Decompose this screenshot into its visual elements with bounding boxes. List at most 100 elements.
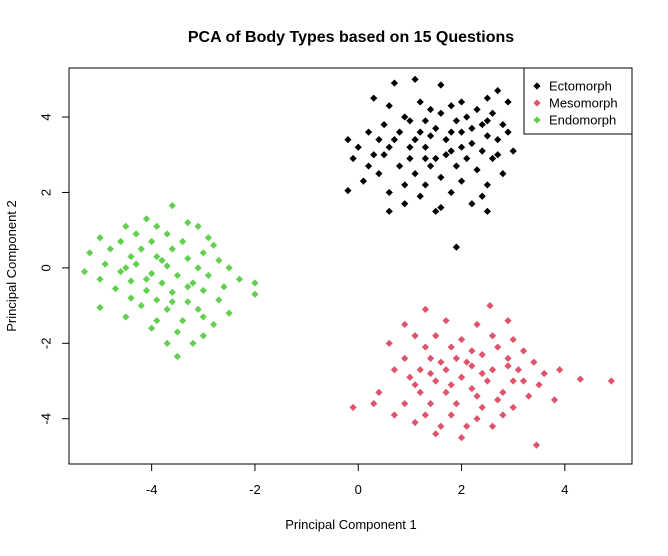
ectomorph-point [426,132,435,140]
endomorph-point [210,241,218,249]
mesomorph-point [411,381,419,389]
mesomorph-point [426,354,435,362]
mesomorph-point [509,403,517,412]
ectomorph-point [411,170,419,178]
ectomorph-point [385,188,393,197]
ectomorph-point [463,154,471,163]
endomorph-point [168,288,176,296]
endomorph-point [122,313,130,321]
mesomorph-point [426,369,435,378]
mesomorph-point [421,411,429,419]
ectomorph-point [447,128,455,136]
ectomorph-point [364,128,373,136]
ectomorph-point [452,243,460,251]
mesomorph-point [411,418,419,427]
mesomorph-point [530,358,538,366]
endomorph-point [194,264,202,272]
mesomorph-point [488,332,497,340]
ectomorph-point [416,128,424,136]
ectomorph-point [370,151,378,159]
ectomorph-point [401,200,409,208]
endomorph-point [199,286,207,295]
ectomorph-point [468,124,476,132]
mesomorph-point [576,375,584,383]
endomorph-point [137,245,145,253]
ectomorph-point [406,117,414,125]
chart-title: PCA of Body Types based on 15 Questions [188,29,514,46]
mesomorph-point [411,332,419,340]
legend-label-ectomorph: Ectomorph [549,79,612,94]
mesomorph-point [416,366,424,374]
endomorph-point [235,275,244,283]
mesomorph-point [452,354,460,362]
ectomorph-point [364,162,373,170]
x-axis-label: Principal Component 1 [285,517,417,532]
mesomorph-point [432,332,440,340]
ectomorph-point [437,173,445,181]
ectomorph-point [390,136,399,144]
y-tick-label: -2 [38,338,53,350]
mesomorph-point [494,396,502,404]
endomorph-point [153,252,161,261]
ectomorph-point [421,117,429,125]
mesomorph-point [401,354,409,362]
endomorph-point [173,328,182,336]
y-axis-label: Principal Component 2 [4,200,19,332]
endomorph-point [111,285,120,293]
mesomorph-point [416,388,424,396]
endomorph-point [96,275,104,283]
ectomorph-point [411,75,419,83]
mesomorph-point [525,392,533,400]
endomorph-point [184,298,192,306]
ectomorph-point [395,128,404,136]
ectomorph-point [483,207,491,215]
mesomorph-point [457,373,466,381]
endomorph-point [179,317,187,325]
ectomorph-point [494,151,502,159]
mesomorph-point [540,369,548,378]
mesomorph-point [442,388,450,396]
endomorph-point [189,279,197,287]
mesomorph-point [390,366,399,374]
mesomorph-point [442,317,450,325]
mesomorph-point [504,362,512,370]
endomorph-point [122,264,130,272]
endomorph-point [199,313,207,321]
ectomorph-point [457,177,466,185]
endomorph-point [251,290,259,298]
endomorph-point [142,215,151,223]
mesomorph-point [390,411,399,419]
mesomorph-point [556,366,564,374]
ectomorph-point [483,117,491,125]
ectomorph-point [504,128,512,136]
mesomorph-point [457,335,466,344]
ectomorph-point [411,136,419,144]
mesomorph-point [509,377,517,385]
mesomorph-point [499,411,507,419]
legend-label-mesomorph: Mesomorph [549,96,618,111]
mesomorph-point [473,392,481,400]
mesomorph-point [473,415,481,423]
ectomorph-point [473,166,481,174]
ectomorph-point [432,124,440,132]
endomorph-point [158,279,166,287]
mesomorph-point [478,403,486,412]
ectomorph-point [457,128,466,136]
ectomorph-point [401,181,409,189]
endomorph-point [153,317,161,325]
mesomorph-point [468,347,476,355]
endomorph-point [163,230,171,238]
ectomorph-point [483,181,491,189]
mesomorph-point [426,400,435,408]
mesomorph-point [550,396,559,404]
ectomorph-point [354,143,362,151]
mesomorph-point [478,369,486,378]
ectomorph-point [375,136,383,144]
ectomorph-point [442,151,450,159]
endomorph-point [189,339,197,347]
ectomorph-point [349,154,357,163]
y-tick-label: 0 [38,264,53,271]
endomorph-point [194,305,202,313]
endomorph-point [106,245,114,253]
